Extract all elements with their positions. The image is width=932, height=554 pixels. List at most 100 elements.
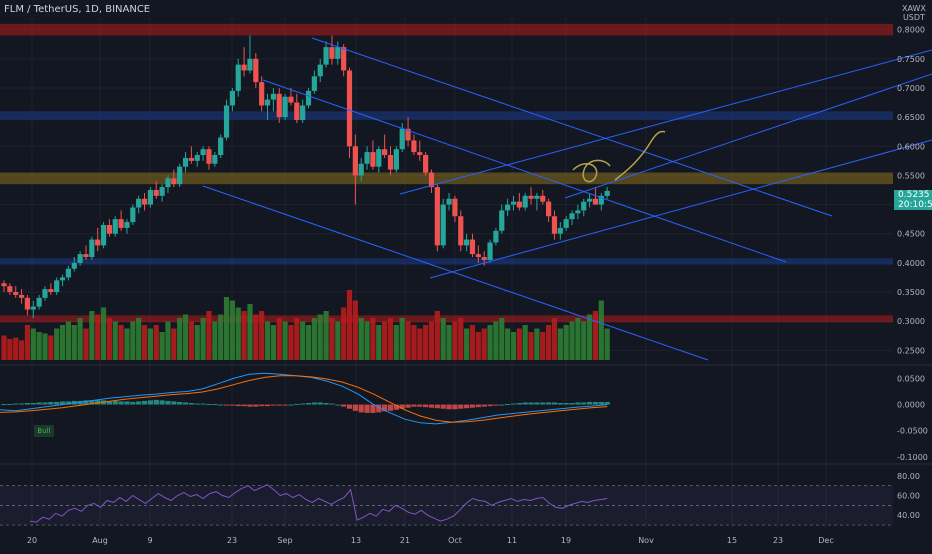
time-tick-label: 13 [351, 536, 361, 545]
volume-bar [253, 314, 259, 360]
rising-bottom-line[interactable] [564, 73, 932, 199]
candle-body [358, 163, 364, 176]
volume-bar [335, 321, 341, 360]
symbol-title[interactable]: FLM / TetherUS, 1D, BINANCE [4, 4, 151, 15]
volume-bar [329, 318, 335, 360]
volume-bar [229, 300, 235, 360]
macd-histogram-bar [294, 404, 300, 406]
macd-histogram-bar [89, 400, 95, 405]
candle-body [36, 297, 42, 307]
volume-bar [95, 314, 101, 360]
candle-body [598, 195, 604, 205]
macd-histogram-bar [393, 404, 399, 410]
volume-bar [505, 328, 511, 360]
macd-histogram-bar [165, 400, 171, 405]
volume-bar [7, 339, 13, 360]
candle-body [13, 292, 19, 295]
projection-arrow[interactable] [614, 130, 666, 181]
volume-bar [24, 325, 31, 360]
currency-label: XAWX USDT [902, 4, 926, 22]
macd-histogram-bar [382, 404, 388, 412]
price-candles [1, 35, 610, 319]
macd-histogram-bar [352, 404, 358, 411]
macd-histogram-bar [235, 404, 241, 407]
candle-body [54, 280, 60, 293]
volume-bar [48, 335, 54, 360]
volume-bar [323, 311, 329, 360]
macd-bull-label: Bull [34, 425, 54, 437]
rsi-tick-label: 40.00 [897, 511, 920, 520]
candle-body [587, 198, 593, 202]
macd-histogram-bar [311, 402, 317, 405]
rising-support-line[interactable] [429, 139, 932, 279]
macd-histogram-bar [440, 404, 446, 409]
candle-body [458, 216, 464, 246]
lower-channel-line[interactable] [202, 185, 709, 361]
volume-bar [434, 311, 440, 360]
candle-body [212, 155, 218, 164]
macd-histogram-bar [171, 401, 177, 405]
volume-bar [77, 318, 83, 360]
macd-histogram-bar [83, 400, 89, 405]
price-tick-label: 0.5500 [897, 171, 925, 180]
volume-bar [270, 325, 276, 360]
volume-bar [487, 325, 493, 360]
volume-bar [469, 325, 476, 360]
volume-bar [581, 321, 587, 360]
candle-body [177, 166, 183, 185]
macd-histogram-bar [194, 403, 200, 405]
rising-resistance-line[interactable] [399, 49, 932, 195]
time-axis: 20 Aug 9 23 Sep 13 21 Oct 11 19 Nov 15 23 Dec [27, 536, 834, 545]
macd-histogram-bar [598, 401, 604, 405]
candle-body [153, 190, 159, 196]
volume-bar [528, 332, 534, 360]
volume-bar [282, 321, 288, 360]
currency-extra: XAWX [902, 4, 926, 13]
macd-histogram-bar [376, 404, 382, 413]
price-tick-label: 0.4500 [897, 230, 925, 239]
volume-bar [153, 325, 159, 360]
volume-bar [557, 328, 563, 360]
volume-bar [188, 321, 194, 360]
macd-histogram-bar [77, 400, 83, 405]
candle-body [264, 99, 271, 106]
macd-histogram-bar [106, 400, 113, 405]
candle-body [528, 195, 534, 199]
candle-body [329, 47, 335, 59]
volume-bar [417, 328, 423, 360]
macd-histogram-bar [182, 402, 189, 405]
volume-bar [364, 321, 370, 360]
volume-bar [59, 325, 66, 360]
candle-body [83, 254, 89, 258]
macd-histogram-bar [24, 402, 31, 405]
candle-body [182, 157, 189, 167]
rsi-tick-label: 80.00 [897, 472, 920, 481]
macd-histogram-bar [229, 404, 235, 406]
volume-bar [165, 321, 171, 360]
price-tick-label: 0.6000 [897, 142, 925, 151]
middle-channel-line[interactable] [262, 79, 787, 263]
hand-drawn-projection[interactable] [572, 130, 666, 183]
volume-bar [452, 321, 458, 360]
upper-channel-line[interactable] [311, 37, 833, 217]
macd-histogram-bar [323, 402, 329, 405]
macd-histogram-bar [405, 404, 411, 408]
candle-body [411, 140, 417, 153]
candle-body [452, 198, 458, 217]
macd-histogram-bar [358, 404, 364, 413]
trendlines[interactable] [202, 37, 932, 361]
macd-histogram-bar [65, 401, 72, 405]
projection-loop[interactable] [572, 159, 611, 183]
volume-bar [294, 318, 300, 360]
volume-bar [428, 321, 435, 360]
macd-histogram-bar [206, 404, 212, 406]
volume-bar [112, 321, 118, 360]
last-price: 0.5235 [898, 190, 930, 200]
macd-histogram-bar [7, 404, 13, 406]
zone-support-floor [0, 315, 893, 323]
macd-pane: 0.0500 0.0000 -0.0500 -0.1000 [0, 372, 928, 462]
macd-histogram-bar [1, 404, 7, 406]
candle-body [469, 239, 476, 255]
